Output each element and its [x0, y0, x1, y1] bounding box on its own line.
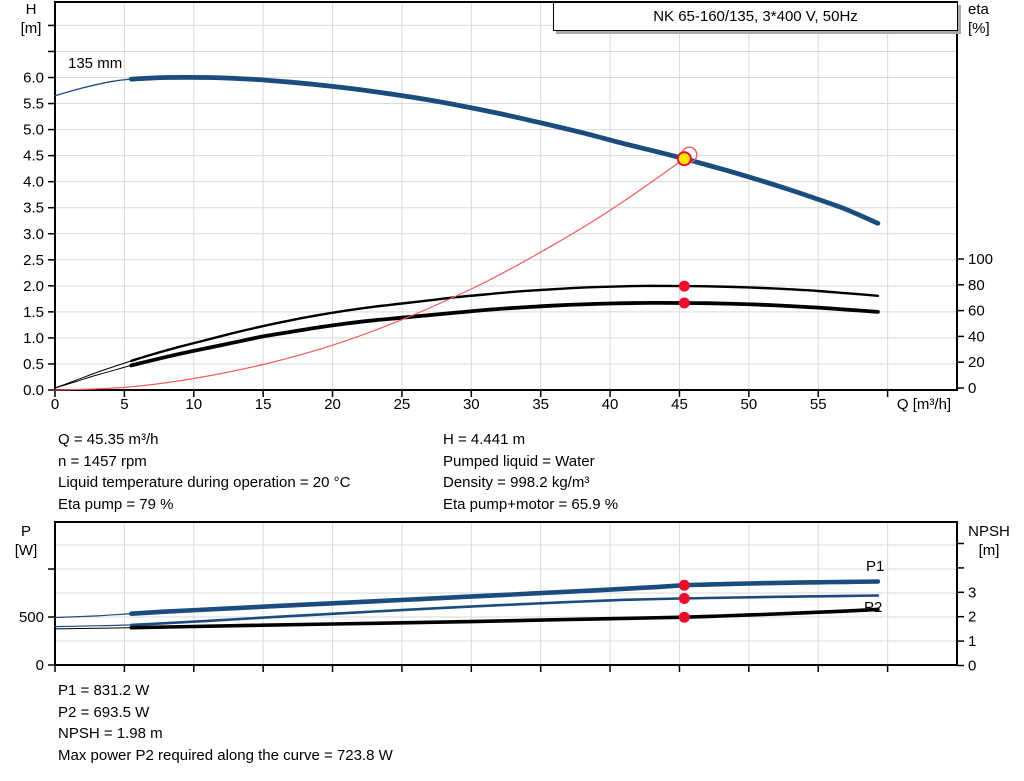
svg-text:3.0: 3.0 — [23, 226, 44, 243]
power-frame — [54, 521, 958, 666]
svg-text:3: 3 — [968, 584, 976, 601]
p1-curve-label: P1 — [866, 558, 884, 575]
pump-designation-box: NK 65-160/135, 3*400 V, 50Hz — [553, 2, 958, 31]
svg-text:0.0: 0.0 — [23, 382, 44, 399]
svg-text:50: 50 — [741, 396, 758, 413]
p1-duty-dot — [678, 579, 690, 591]
svg-text:2.5: 2.5 — [23, 252, 44, 269]
svg-text:35: 35 — [532, 396, 549, 413]
series-eta-pump-curve — [54, 284, 880, 389]
p-axis-name: P — [20, 523, 31, 540]
duty-flow: Q = 45.35 m³/h — [58, 431, 159, 448]
svg-text:55: 55 — [810, 396, 827, 413]
power-grid — [55, 522, 957, 665]
svg-text:4.0: 4.0 — [23, 174, 44, 191]
svg-text:2.0: 2.0 — [23, 278, 44, 295]
svg-text:1: 1 — [968, 633, 976, 650]
impeller-diameter-label: 135 mm — [68, 55, 122, 72]
q-axis-label: Q [m³/h] — [897, 396, 951, 413]
eta-axis-name: eta — [968, 1, 989, 18]
svg-text:2: 2 — [968, 609, 976, 626]
qh-axis-ticks: 0 5 10 15 20 25 30 35 40 45 50 55 0.0 0.5 1.0 1.5 2.0 2.5… — [23, 24, 993, 413]
npsh-axis-unit: [m] — [978, 542, 1000, 559]
npsh-axis-unit-label: NPSH [m] — [960, 522, 1018, 560]
qh-plot: 0 5 10 15 20 25 30 35 40 45 50 55 0.0 0.5 1.0 1.5 2.0 2.5… — [23, 1, 993, 413]
svg-text:1.5: 1.5 — [23, 304, 44, 321]
svg-text:80: 80 — [968, 277, 985, 294]
duty-head: H = 4.441 m — [443, 431, 526, 448]
duty-speed: n = 1457 rpm — [58, 452, 147, 470]
power-plot: 0 500 0 1 2 3 P1 P2 — [19, 521, 976, 675]
p-axis-unit: [W] — [14, 542, 38, 559]
npsh-duty-dot — [678, 611, 690, 623]
svg-text:0.5: 0.5 — [23, 356, 44, 373]
result-p1: P1 = 831.2 W — [58, 682, 150, 699]
series-duty-parabola — [54, 158, 685, 391]
duty-info-left: Q = 45.35 m³/h n = 1457 rpm Liquid tempe… — [58, 429, 350, 515]
series-p1-curve — [54, 579, 881, 619]
svg-text:30: 30 — [463, 396, 480, 413]
duty-eta-pump-motor: Eta pump+motor = 65.9 % — [443, 495, 619, 513]
svg-text:25: 25 — [394, 396, 411, 413]
results-info: P1 = 831.2 W P2 = 693.5 W NPSH = 1.98 m … — [58, 680, 393, 766]
svg-text:5: 5 — [120, 396, 128, 413]
svg-text:15: 15 — [255, 396, 272, 413]
result-npsh: NPSH = 1.98 m — [58, 725, 163, 742]
svg-text:0: 0 — [36, 657, 44, 674]
svg-text:100: 100 — [968, 251, 993, 268]
svg-text:0: 0 — [968, 380, 976, 397]
h-axis-unit: [m] — [20, 20, 42, 37]
svg-text:20: 20 — [968, 354, 985, 371]
npsh-axis-name: NPSH — [968, 523, 1010, 540]
svg-text:5.0: 5.0 — [23, 122, 44, 139]
series-npsh-curve — [54, 607, 880, 630]
svg-text:0: 0 — [51, 396, 59, 413]
h-axis-unit-label: H [m] — [13, 0, 49, 38]
result-p2: P2 = 693.5 W — [58, 703, 150, 721]
eta-pump-motor-duty-dot — [678, 297, 690, 309]
svg-text:45: 45 — [671, 396, 688, 413]
duty-point[interactable] — [676, 151, 692, 167]
duty-liquid-temperature: Liquid temperature during operation = 20… — [58, 474, 351, 491]
duty-density: Density = 998.2 kg/m³ — [443, 474, 590, 491]
svg-text:4.5: 4.5 — [23, 148, 44, 165]
svg-text:40: 40 — [968, 328, 985, 345]
p2-duty-dot — [678, 592, 690, 604]
duty-pumped-liquid: Pumped liquid = Water — [443, 452, 595, 470]
p2-curve-label: P2 — [864, 599, 882, 616]
svg-text:500: 500 — [19, 609, 44, 626]
svg-text:40: 40 — [602, 396, 619, 413]
series-p2-curve — [54, 594, 880, 628]
svg-text:10: 10 — [185, 396, 202, 413]
qh-grid — [55, 2, 957, 390]
series-eta-pump-motor-curve — [54, 300, 880, 389]
series-head-curve-135mm — [54, 74, 881, 226]
svg-text:3.5: 3.5 — [23, 200, 44, 217]
duty-info-right: H = 4.441 m Pumped liquid = Water Densit… — [443, 429, 618, 515]
power-axis-ticks: 0 500 0 1 2 3 — [19, 542, 976, 675]
result-max-p2: Max power P2 required along the curve = … — [58, 746, 393, 764]
svg-text:6.0: 6.0 — [23, 70, 44, 87]
svg-text:1.0: 1.0 — [23, 330, 44, 347]
eta-axis-unit-label: eta [%] — [968, 0, 1014, 38]
h-axis-name: H — [25, 1, 37, 18]
eta-pump-duty-dot — [678, 280, 690, 292]
svg-text:60: 60 — [968, 303, 985, 320]
eta-axis-unit: [%] — [968, 20, 990, 37]
svg-text:0: 0 — [968, 658, 976, 675]
qh-frame — [54, 1, 958, 391]
svg-text:20: 20 — [324, 396, 341, 413]
duty-eta-pump: Eta pump = 79 % — [58, 495, 174, 513]
p-axis-unit-label: P [W] — [8, 522, 44, 560]
svg-text:5.5: 5.5 — [23, 96, 44, 113]
